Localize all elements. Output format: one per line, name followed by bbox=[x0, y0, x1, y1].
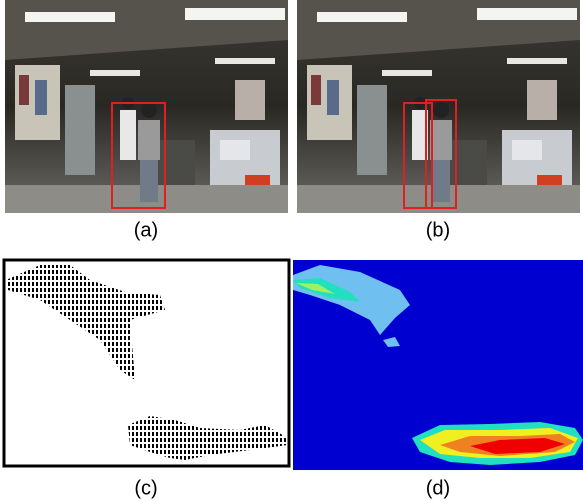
caption: (b) bbox=[426, 219, 450, 241]
region bbox=[470, 438, 565, 454]
caption: (d) bbox=[426, 477, 450, 499]
photo bbox=[297, 0, 580, 213]
region bbox=[296, 283, 335, 294]
caption: (a) bbox=[134, 219, 158, 241]
panel-c: (c) bbox=[2, 258, 291, 499]
detection-box bbox=[111, 102, 166, 209]
photo bbox=[5, 0, 288, 213]
point-cloud bbox=[128, 416, 288, 460]
panel-a: (a) bbox=[5, 0, 288, 241]
detection-box bbox=[403, 102, 433, 209]
point-cloud bbox=[6, 265, 165, 380]
detection-box bbox=[425, 99, 457, 209]
panel-b: (b) bbox=[297, 0, 580, 241]
panel-d: (d) bbox=[293, 260, 583, 499]
caption: (c) bbox=[134, 477, 157, 499]
region bbox=[383, 337, 400, 347]
